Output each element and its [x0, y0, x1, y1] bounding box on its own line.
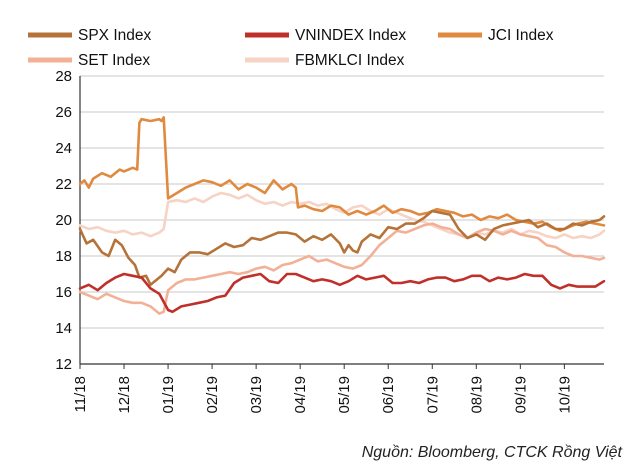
x-tick-label: 11/18 — [72, 376, 89, 412]
legend-label-vnindex-index: VNINDEX Index — [295, 27, 406, 44]
y-tick-label-24: 24 — [55, 140, 72, 157]
gridlines — [80, 75, 604, 329]
y-tick-label-22: 22 — [55, 176, 72, 193]
legend: SPX Index VNINDEX Index JCI Index SET Index… — [28, 27, 554, 69]
x-tick-label: 06/19 — [380, 376, 397, 414]
x-tick-label: 10/19 — [556, 376, 573, 414]
series-lines — [78, 116, 606, 315]
legend-label-jci-index: JCI Index — [488, 27, 554, 44]
x-axis: 11/18 12/18 01/19 02/19 03/19 04/19 05/19 06/19… — [72, 363, 604, 414]
x-tick-label: 09/19 — [512, 376, 529, 414]
x-tick-label: 05/19 — [336, 376, 353, 414]
source-note: Nguồn: Bloomberg, CTCK Rồng Việt — [361, 444, 622, 461]
y-tick-label-12: 12 — [55, 356, 72, 373]
x-tick-label: 07/19 — [424, 376, 441, 414]
x-tick-label: 02/19 — [204, 376, 221, 414]
legend-label-spx-index: SPX Index — [78, 27, 151, 44]
series-line-fbmklci-index — [78, 191, 606, 240]
series-line-set-index — [78, 222, 606, 315]
x-tick-label: 08/19 — [468, 376, 485, 414]
y-axis: 12 14 16 18 20 22 24 26 28 — [55, 68, 81, 373]
y-tick-label-14: 14 — [55, 320, 72, 337]
y-tick-label-18: 18 — [55, 248, 72, 265]
x-tick-label: 01/19 — [160, 376, 177, 414]
series-line-spx-index — [78, 209, 606, 287]
x-tick-label: 03/19 — [248, 376, 265, 414]
series-line-jci-index — [78, 116, 606, 233]
y-tick-label-28: 28 — [55, 68, 72, 85]
x-tick-label: 04/19 — [292, 376, 309, 414]
y-tick-label-20: 20 — [55, 212, 72, 229]
legend-label-set-index: SET Index — [78, 52, 150, 69]
series-line-vnindex-index — [78, 272, 606, 314]
y-tick-label-26: 26 — [55, 104, 72, 121]
x-tick-label: 12/18 — [116, 376, 133, 414]
legend-label-fbmklci-index: FBMKLCI Index — [295, 52, 405, 69]
y-tick-label-16: 16 — [55, 284, 72, 301]
